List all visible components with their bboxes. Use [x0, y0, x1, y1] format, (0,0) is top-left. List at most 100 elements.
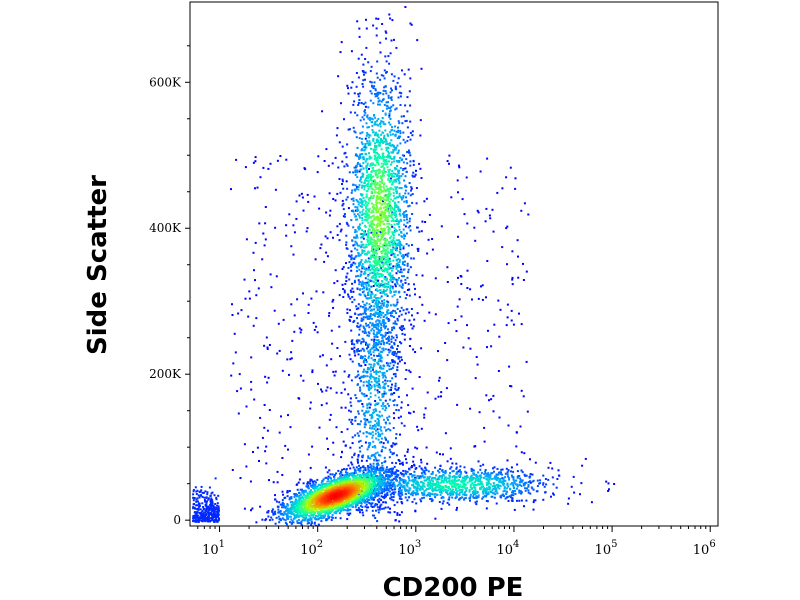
data-point [367, 291, 370, 294]
data-point [309, 466, 312, 469]
data-point [406, 470, 409, 473]
data-point [370, 329, 373, 332]
data-point [354, 169, 357, 172]
data-point [493, 475, 496, 478]
data-point [385, 293, 388, 296]
data-point [365, 322, 367, 325]
data-point [454, 476, 457, 478]
data-point [396, 368, 399, 371]
data-point [377, 420, 380, 422]
data-point [383, 134, 386, 137]
data-point [358, 464, 360, 467]
data-point [406, 126, 409, 129]
data-point [354, 229, 357, 231]
data-point [493, 488, 496, 490]
data-point [301, 196, 304, 199]
data-point [379, 141, 381, 144]
data-point [437, 488, 440, 491]
data-point [424, 221, 427, 223]
data-point [338, 178, 341, 180]
data-point [369, 414, 372, 417]
data-point [512, 323, 515, 326]
data-point [334, 269, 337, 272]
data-point [399, 132, 402, 135]
data-point [206, 511, 209, 514]
data-point [261, 436, 264, 439]
data-point [263, 344, 266, 347]
data-point [370, 231, 373, 234]
data-point [386, 288, 389, 291]
data-point [392, 322, 395, 325]
data-point [350, 404, 353, 407]
data-point [298, 522, 301, 525]
data-point [384, 276, 387, 278]
data-point [389, 451, 392, 454]
data-point [416, 485, 419, 488]
data-point [436, 477, 439, 480]
data-point [365, 380, 368, 383]
data-point [274, 226, 277, 229]
data-point [362, 184, 365, 187]
data-point [365, 284, 368, 287]
data-point [527, 213, 530, 216]
data-point [607, 482, 610, 485]
data-point [493, 466, 496, 469]
data-point [370, 472, 372, 475]
data-point [198, 519, 201, 522]
data-point [259, 505, 262, 508]
data-point [377, 371, 380, 373]
data-point [441, 477, 444, 479]
data-point [342, 440, 345, 443]
data-point [367, 117, 370, 120]
data-point [485, 296, 487, 299]
data-point [458, 469, 461, 472]
data-point [393, 465, 396, 468]
data-point [211, 517, 214, 520]
data-point [306, 486, 309, 488]
data-point [315, 325, 318, 328]
data-point [369, 70, 372, 73]
data-point [473, 226, 476, 229]
data-point [377, 100, 380, 103]
data-point [411, 174, 414, 177]
data-point [330, 329, 333, 332]
data-point [393, 493, 395, 496]
data-point [469, 347, 472, 350]
data-point [277, 322, 280, 325]
data-point [305, 490, 307, 493]
data-point [284, 512, 287, 515]
data-point [354, 209, 357, 212]
data-point [366, 174, 369, 177]
data-point [393, 452, 395, 455]
data-point [287, 529, 289, 531]
data-point [313, 480, 316, 483]
data-point [431, 490, 434, 493]
data-point [494, 490, 497, 493]
data-point [396, 298, 399, 301]
data-point [394, 210, 397, 213]
data-point [383, 461, 386, 463]
data-point [401, 332, 404, 335]
data-point [349, 575, 351, 577]
data-point [247, 315, 250, 318]
data-point [355, 241, 358, 244]
data-point [348, 374, 351, 377]
data-point [496, 191, 499, 194]
data-point [337, 469, 340, 472]
data-point [503, 489, 506, 492]
data-point [482, 492, 485, 495]
data-point [402, 463, 404, 466]
data-point [474, 489, 477, 492]
data-point [514, 492, 517, 495]
data-point [376, 331, 379, 334]
data-point [379, 492, 381, 495]
data-point [390, 310, 393, 313]
data-point [434, 313, 437, 316]
data-point [294, 503, 297, 505]
data-point [364, 78, 366, 81]
data-point [411, 193, 414, 196]
data-point [349, 410, 352, 413]
data-point [286, 503, 289, 506]
data-point [403, 264, 406, 266]
data-point [398, 326, 401, 329]
